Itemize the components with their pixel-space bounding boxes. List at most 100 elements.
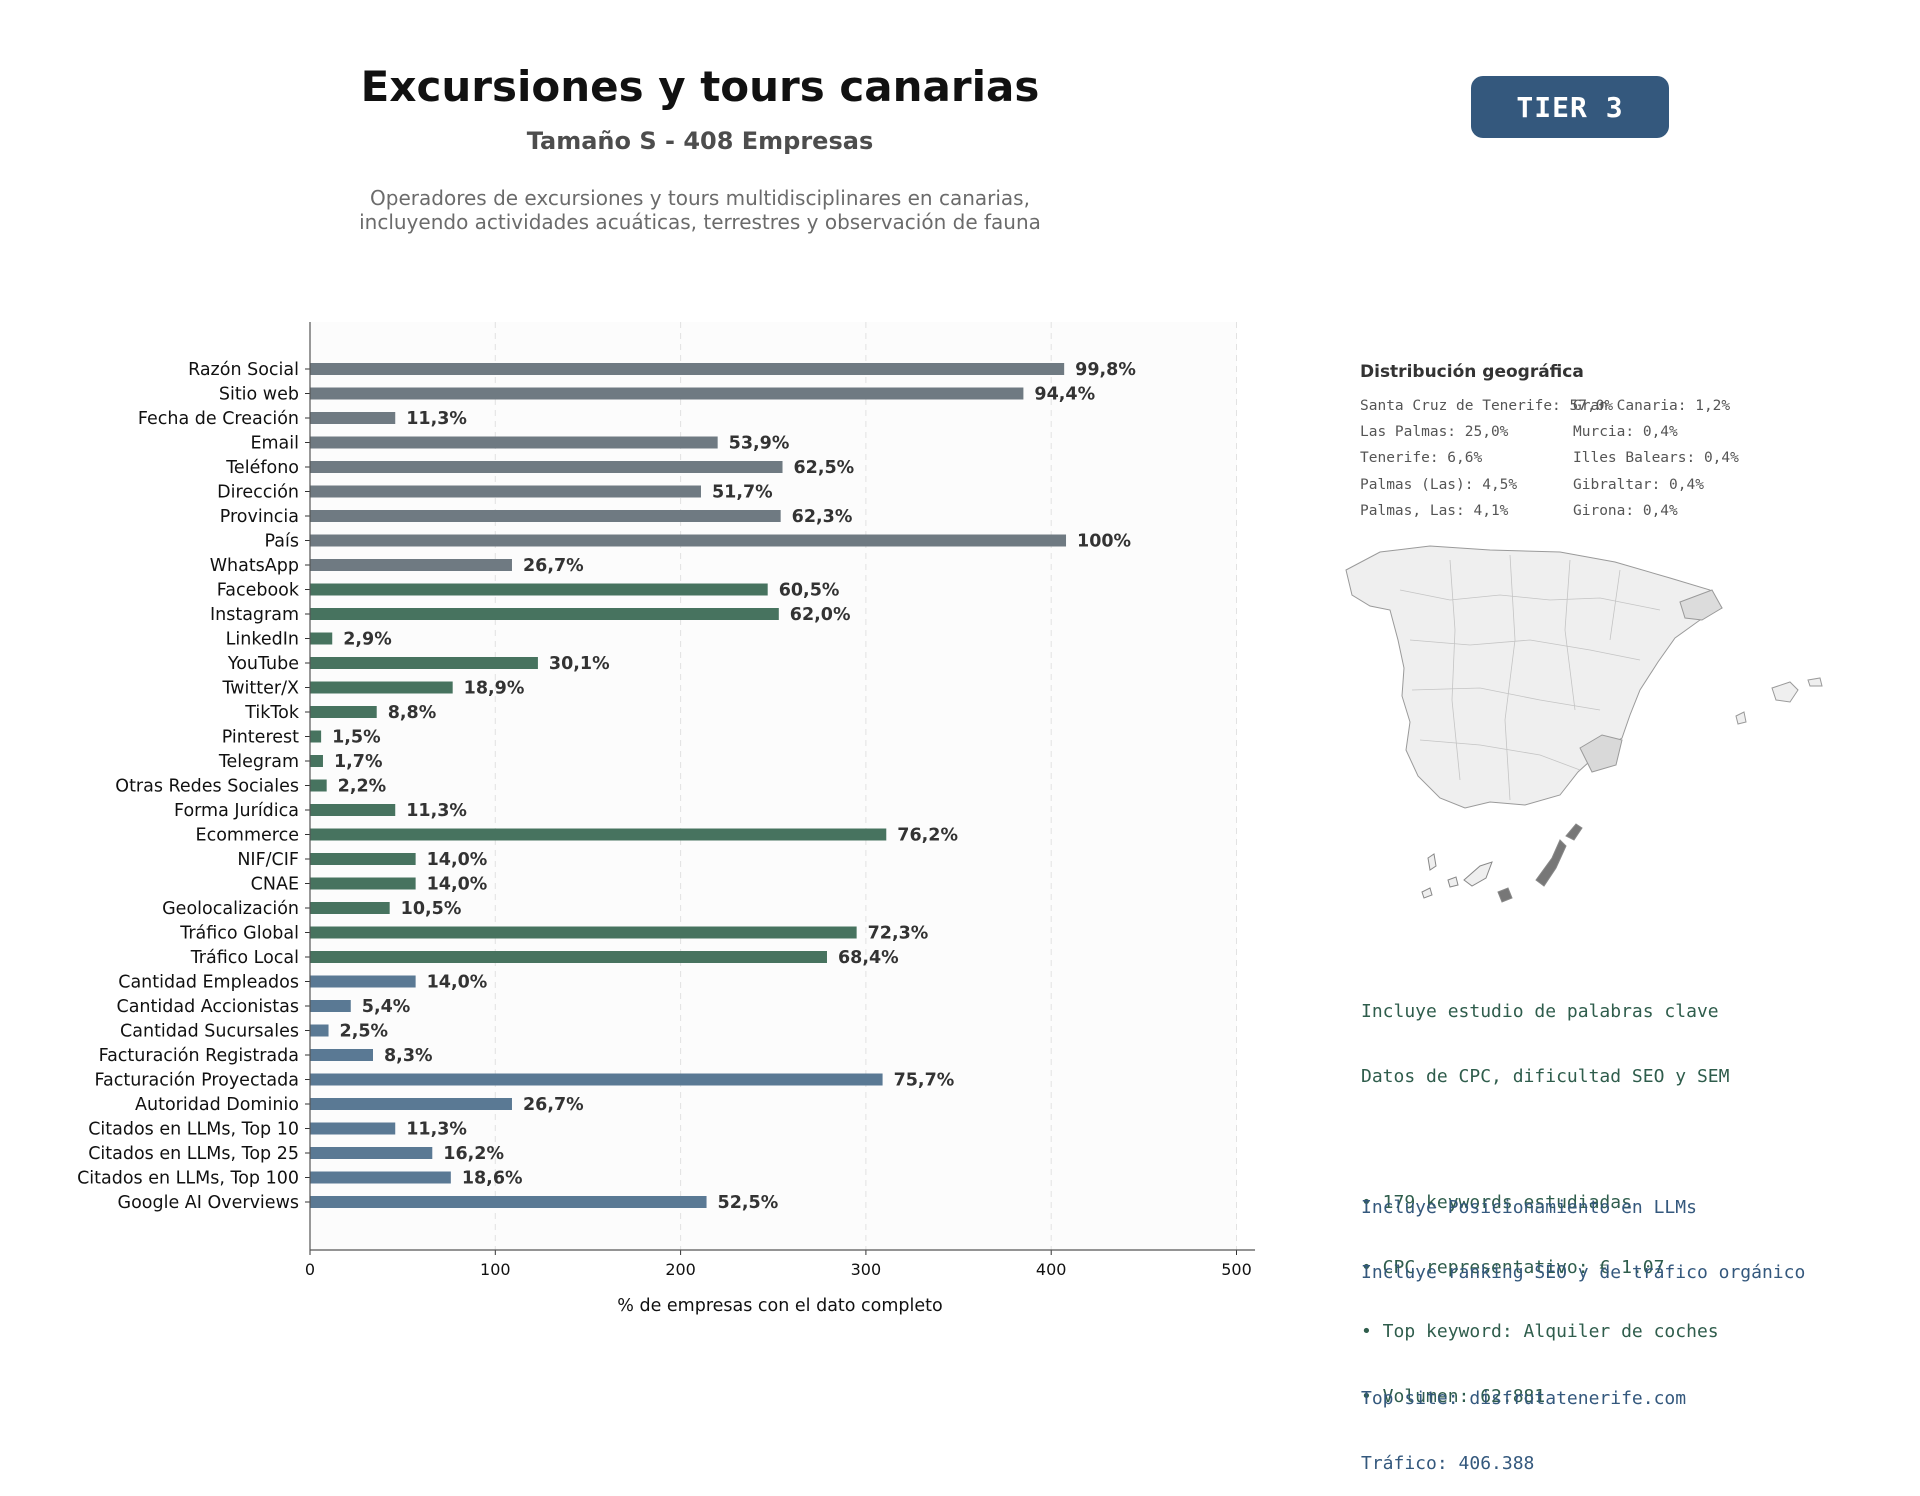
- bar: [310, 902, 390, 914]
- category-label: Google AI Overviews: [118, 1193, 299, 1213]
- description-line-2: incluyendo actividades acuáticas, terres…: [359, 210, 1041, 234]
- llm-line-1: Incluye Posicionamiento en LLMs: [1361, 1197, 1697, 1218]
- bar: [310, 363, 1065, 375]
- category-label: Teléfono: [225, 458, 299, 478]
- data-label: 14,0%: [427, 973, 488, 993]
- bar: [310, 828, 887, 841]
- keywords-info: Incluye estudio de palabras clave Datos …: [1361, 958, 1729, 1429]
- category-label: País: [265, 532, 299, 552]
- bar: [310, 436, 718, 449]
- map-canary-la-palma: [1427, 853, 1437, 871]
- bar: [310, 1024, 329, 1037]
- bar: [310, 583, 768, 596]
- bar: [310, 657, 538, 669]
- bar: [310, 1073, 883, 1086]
- bar: [310, 877, 416, 890]
- map-ibiza: [1735, 711, 1747, 725]
- map-mallorca: [1771, 681, 1799, 703]
- bar: [310, 632, 333, 645]
- bar: [310, 510, 781, 522]
- category-label: YouTube: [227, 654, 299, 674]
- keywords-bullet: • CPC representativo: € 1.07: [1361, 1256, 1665, 1278]
- keywords-line-1: Incluye estudio de palabras clave: [1361, 1001, 1719, 1022]
- data-label: 99,8%: [1075, 360, 1136, 380]
- bar: [310, 485, 701, 498]
- data-label: 51,7%: [712, 483, 773, 503]
- map-menorca: [1807, 677, 1823, 687]
- category-label: Twitter/X: [221, 679, 299, 699]
- plot-background: [310, 322, 1238, 1250]
- map-canary-la-gomera: [1447, 876, 1459, 888]
- category-label: Citados en LLMs, Top 10: [88, 1120, 299, 1140]
- category-label: Email: [250, 434, 299, 454]
- data-label: 76,2%: [897, 826, 958, 846]
- data-label: 26,7%: [523, 556, 584, 576]
- geo-item: Palmas, Las: 4,1%: [1360, 503, 1509, 519]
- category-label: Citados en LLMs, Top 25: [88, 1144, 299, 1164]
- geo-item: Gran Canaria: 1,2%: [1573, 398, 1731, 414]
- bar: [310, 730, 322, 743]
- category-label: Cantidad Accionistas: [116, 997, 299, 1017]
- map-canary-tenerife: [1463, 861, 1493, 887]
- category-label: WhatsApp: [210, 556, 299, 576]
- data-label: 8,8%: [388, 703, 437, 723]
- data-label: 62,3%: [792, 507, 853, 527]
- bar: [310, 1122, 396, 1135]
- keywords-bullet: • Top keyword: Alquiler de coches: [1361, 1321, 1719, 1342]
- category-label: Autoridad Dominio: [135, 1095, 299, 1115]
- bar: [310, 1196, 707, 1208]
- bar: [310, 975, 416, 988]
- x-tick-label: 400: [1036, 1260, 1067, 1279]
- data-label: 26,7%: [523, 1095, 584, 1115]
- bar-chart: 0 100 200 300 400 500 Razón Social 99,8% Sitio w…: [77, 322, 1256, 1316]
- data-label: 2,2%: [338, 777, 387, 797]
- data-label: 18,6%: [462, 1169, 523, 1189]
- geo-item: Illes Balears: 0,4%: [1573, 450, 1739, 466]
- bar: [310, 853, 416, 865]
- keywords-bullet: • Volumen: 62.881: [1361, 1385, 1546, 1407]
- x-tick-label: 500: [1221, 1260, 1252, 1279]
- bar: [310, 1098, 512, 1110]
- category-label: Cantidad Sucursales: [120, 1022, 299, 1042]
- data-label: 10,5%: [401, 899, 462, 919]
- category-label: Fecha de Creación: [138, 409, 299, 429]
- bar: [310, 779, 327, 792]
- description-line-1: Operadores de excursiones y tours multid…: [370, 186, 1030, 210]
- data-label: 1,7%: [334, 752, 383, 772]
- data-label: 8,3%: [384, 1046, 433, 1066]
- category-label: CNAE: [251, 875, 299, 895]
- category-label: Sitio web: [219, 385, 299, 405]
- data-label: 16,2%: [443, 1144, 504, 1164]
- data-label: 94,4%: [1034, 385, 1095, 405]
- top-site: Top site: disfrutatenerife.com: [1361, 1388, 1687, 1409]
- geo-item: Tenerife: 6,6%: [1360, 450, 1483, 466]
- llm-info: Incluye Posicionamiento en LLMs Incluye …: [1361, 1154, 1805, 1496]
- category-label: Tráfico Global: [179, 924, 299, 944]
- geo-distribution-title: Distribución geográfica: [1360, 362, 1584, 382]
- page-subtitle: Tamaño S - 408 Empresas: [526, 127, 874, 155]
- data-label: 75,7%: [894, 1071, 955, 1091]
- bar: [310, 681, 453, 694]
- page-description: Operadores de excursiones y tours multid…: [300, 186, 1100, 234]
- map-canary-lanzarote: [1565, 823, 1583, 841]
- bar: [310, 755, 323, 767]
- llm-line-2: Incluye ranking SEO y de tráfico orgánic…: [1361, 1261, 1806, 1283]
- data-label: 18,9%: [464, 679, 525, 699]
- bar: [310, 926, 857, 939]
- data-label: 1,5%: [332, 728, 381, 748]
- bar: [310, 706, 377, 718]
- bar: [310, 951, 827, 963]
- x-axis-label: % de empresas con el dato completo: [617, 1296, 942, 1316]
- data-label: 53,9%: [729, 434, 790, 454]
- map-murcia: [1579, 734, 1623, 773]
- category-label: Citados en LLMs, Top 100: [77, 1169, 299, 1189]
- category-label: Geolocalización: [162, 899, 299, 919]
- data-label: 68,4%: [838, 948, 899, 968]
- category-label: LinkedIn: [226, 630, 299, 650]
- bar: [310, 412, 396, 424]
- category-label: Provincia: [220, 507, 299, 527]
- category-label: Facturación Registrada: [99, 1046, 299, 1066]
- category-label: Dirección: [217, 483, 299, 503]
- data-label: 11,3%: [406, 409, 467, 429]
- page-title: Excursiones y tours canarias: [360, 62, 1040, 111]
